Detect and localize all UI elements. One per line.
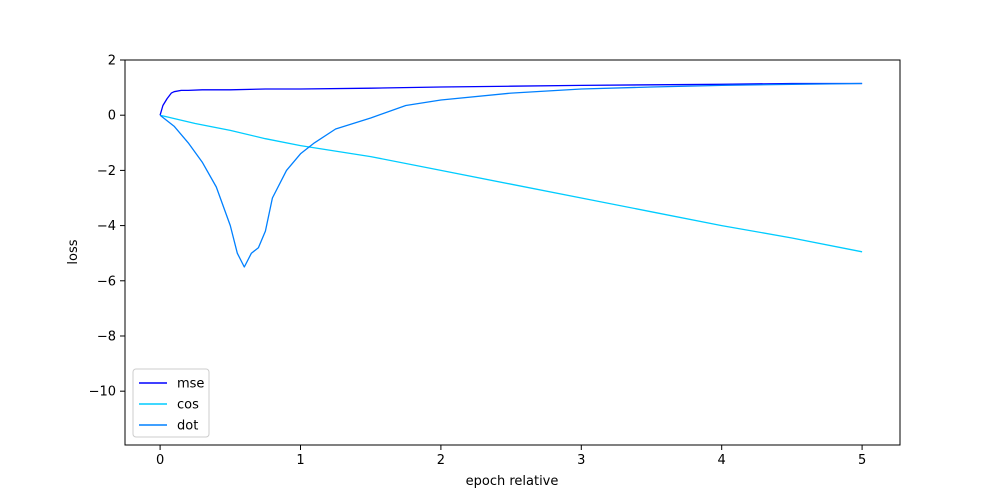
x-tick-label: 4 [718, 453, 726, 468]
series-layer [159, 82, 863, 268]
series-line-cos [159, 114, 863, 253]
y-tick-label: 0 [108, 109, 116, 124]
x-axis-label: epoch relative [466, 474, 559, 489]
legend-box [132, 368, 210, 438]
series-line-mse [159, 82, 863, 116]
y-tick-label: −10 [89, 385, 116, 400]
legend-label-mse: mse [177, 377, 204, 392]
y-tick-label: −8 [97, 329, 116, 344]
y-axis-label: loss [66, 239, 81, 264]
y-tick-label: −6 [97, 274, 116, 289]
x-tick-label: 0 [156, 453, 164, 468]
series-line-dot [159, 82, 863, 268]
x-tick-label: 5 [858, 453, 866, 468]
y-tick-label: −4 [97, 219, 116, 234]
legend-label-dot: dot [177, 419, 198, 434]
plot-area-frame [124, 59, 901, 446]
legend-label-cos: cos [177, 398, 199, 413]
x-tick-label: 2 [437, 453, 445, 468]
x-tick-label: 1 [296, 453, 304, 468]
ticks-layer: 0 1 2 3 4 5 2 0 −2 −4 −6 −8 −10 [89, 54, 867, 469]
y-tick-label: 2 [108, 54, 116, 69]
x-tick-label: 3 [577, 453, 585, 468]
y-tick-label: −2 [97, 164, 116, 179]
legend: mse cos dot [132, 368, 210, 438]
